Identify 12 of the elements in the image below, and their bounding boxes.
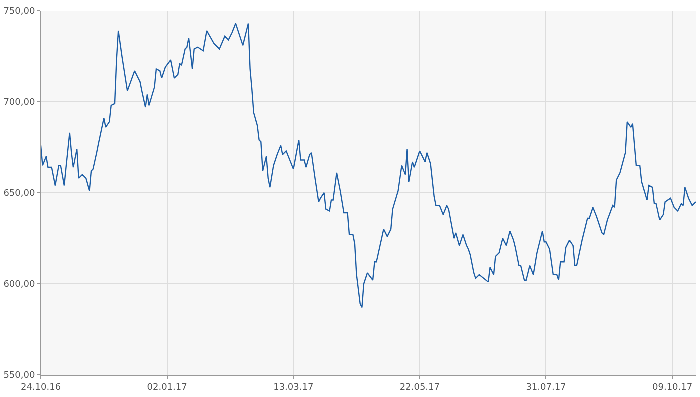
x-tick-label: 09.10.17 xyxy=(652,382,693,393)
y-tick-label: 600,00 xyxy=(4,280,36,290)
x-tick-label: 22.05.17 xyxy=(400,382,440,393)
line-series xyxy=(41,23,696,308)
x-tick-label: 24.10.16 xyxy=(20,382,62,393)
x-tick-label: 31.07.17 xyxy=(526,382,566,393)
x-tick-label: 02.01.17 xyxy=(147,382,188,393)
y-tick-label: 650,00 xyxy=(4,189,36,200)
y-tick-label: 750,00 xyxy=(4,7,36,18)
x-tick-label: 13.03.17 xyxy=(274,382,314,393)
y-tick-label: 550,00 xyxy=(4,371,36,382)
y-tick-label: 700,00 xyxy=(4,98,36,108)
